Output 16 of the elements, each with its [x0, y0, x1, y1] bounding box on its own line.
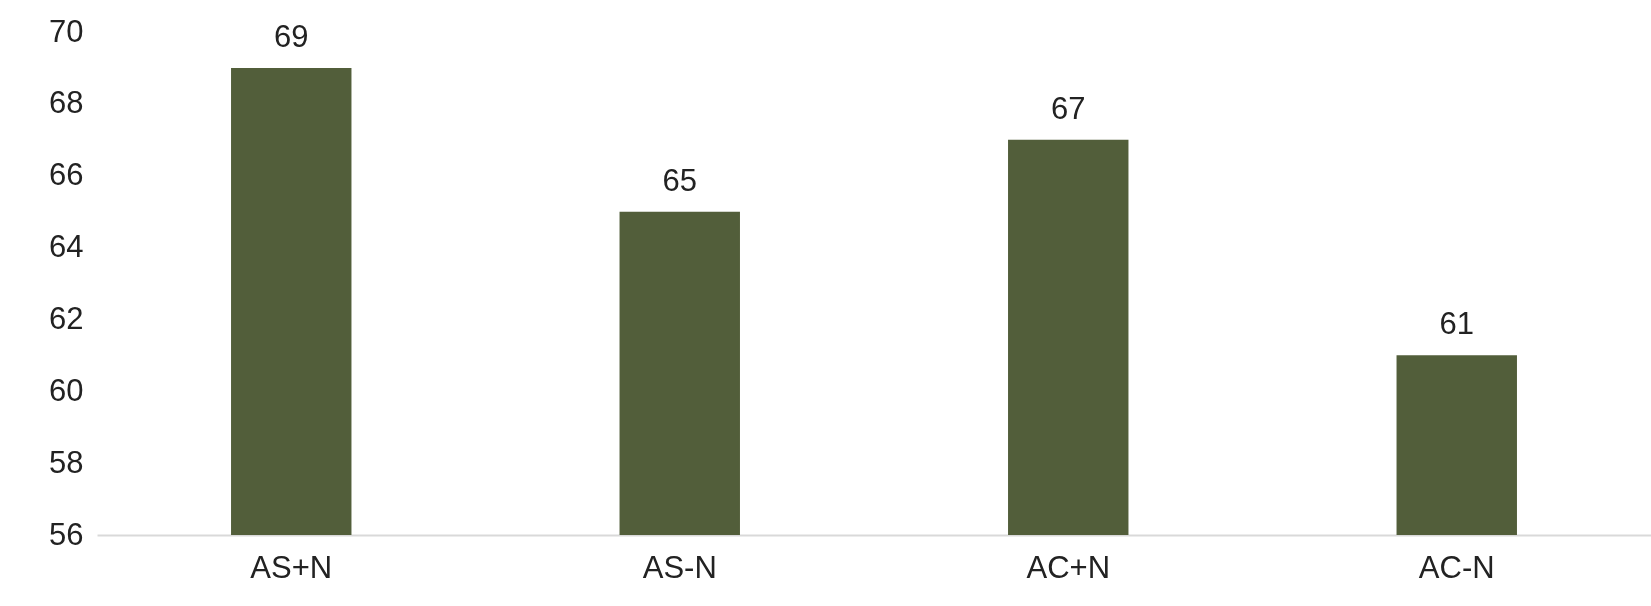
x-tick-label: AS-N — [642, 549, 717, 585]
y-tick-label: 68 — [49, 85, 84, 121]
x-tick-label: AC+N — [1026, 549, 1111, 585]
y-tick-label: 66 — [49, 157, 84, 193]
y-tick-label: 64 — [49, 229, 84, 265]
data-label: 67 — [1051, 90, 1086, 126]
data-label: 61 — [1439, 306, 1474, 342]
data-label: 65 — [662, 162, 697, 198]
y-tick-label: 62 — [49, 300, 84, 336]
x-tick-label: AC-N — [1418, 549, 1495, 585]
y-tick-label: 60 — [49, 372, 84, 408]
data-label: 69 — [274, 18, 309, 54]
y-tick-label: 56 — [49, 516, 84, 552]
x-tick-label: AS+N — [250, 549, 333, 585]
y-tick-label: 70 — [49, 13, 84, 49]
y-tick-label: 58 — [49, 444, 84, 480]
